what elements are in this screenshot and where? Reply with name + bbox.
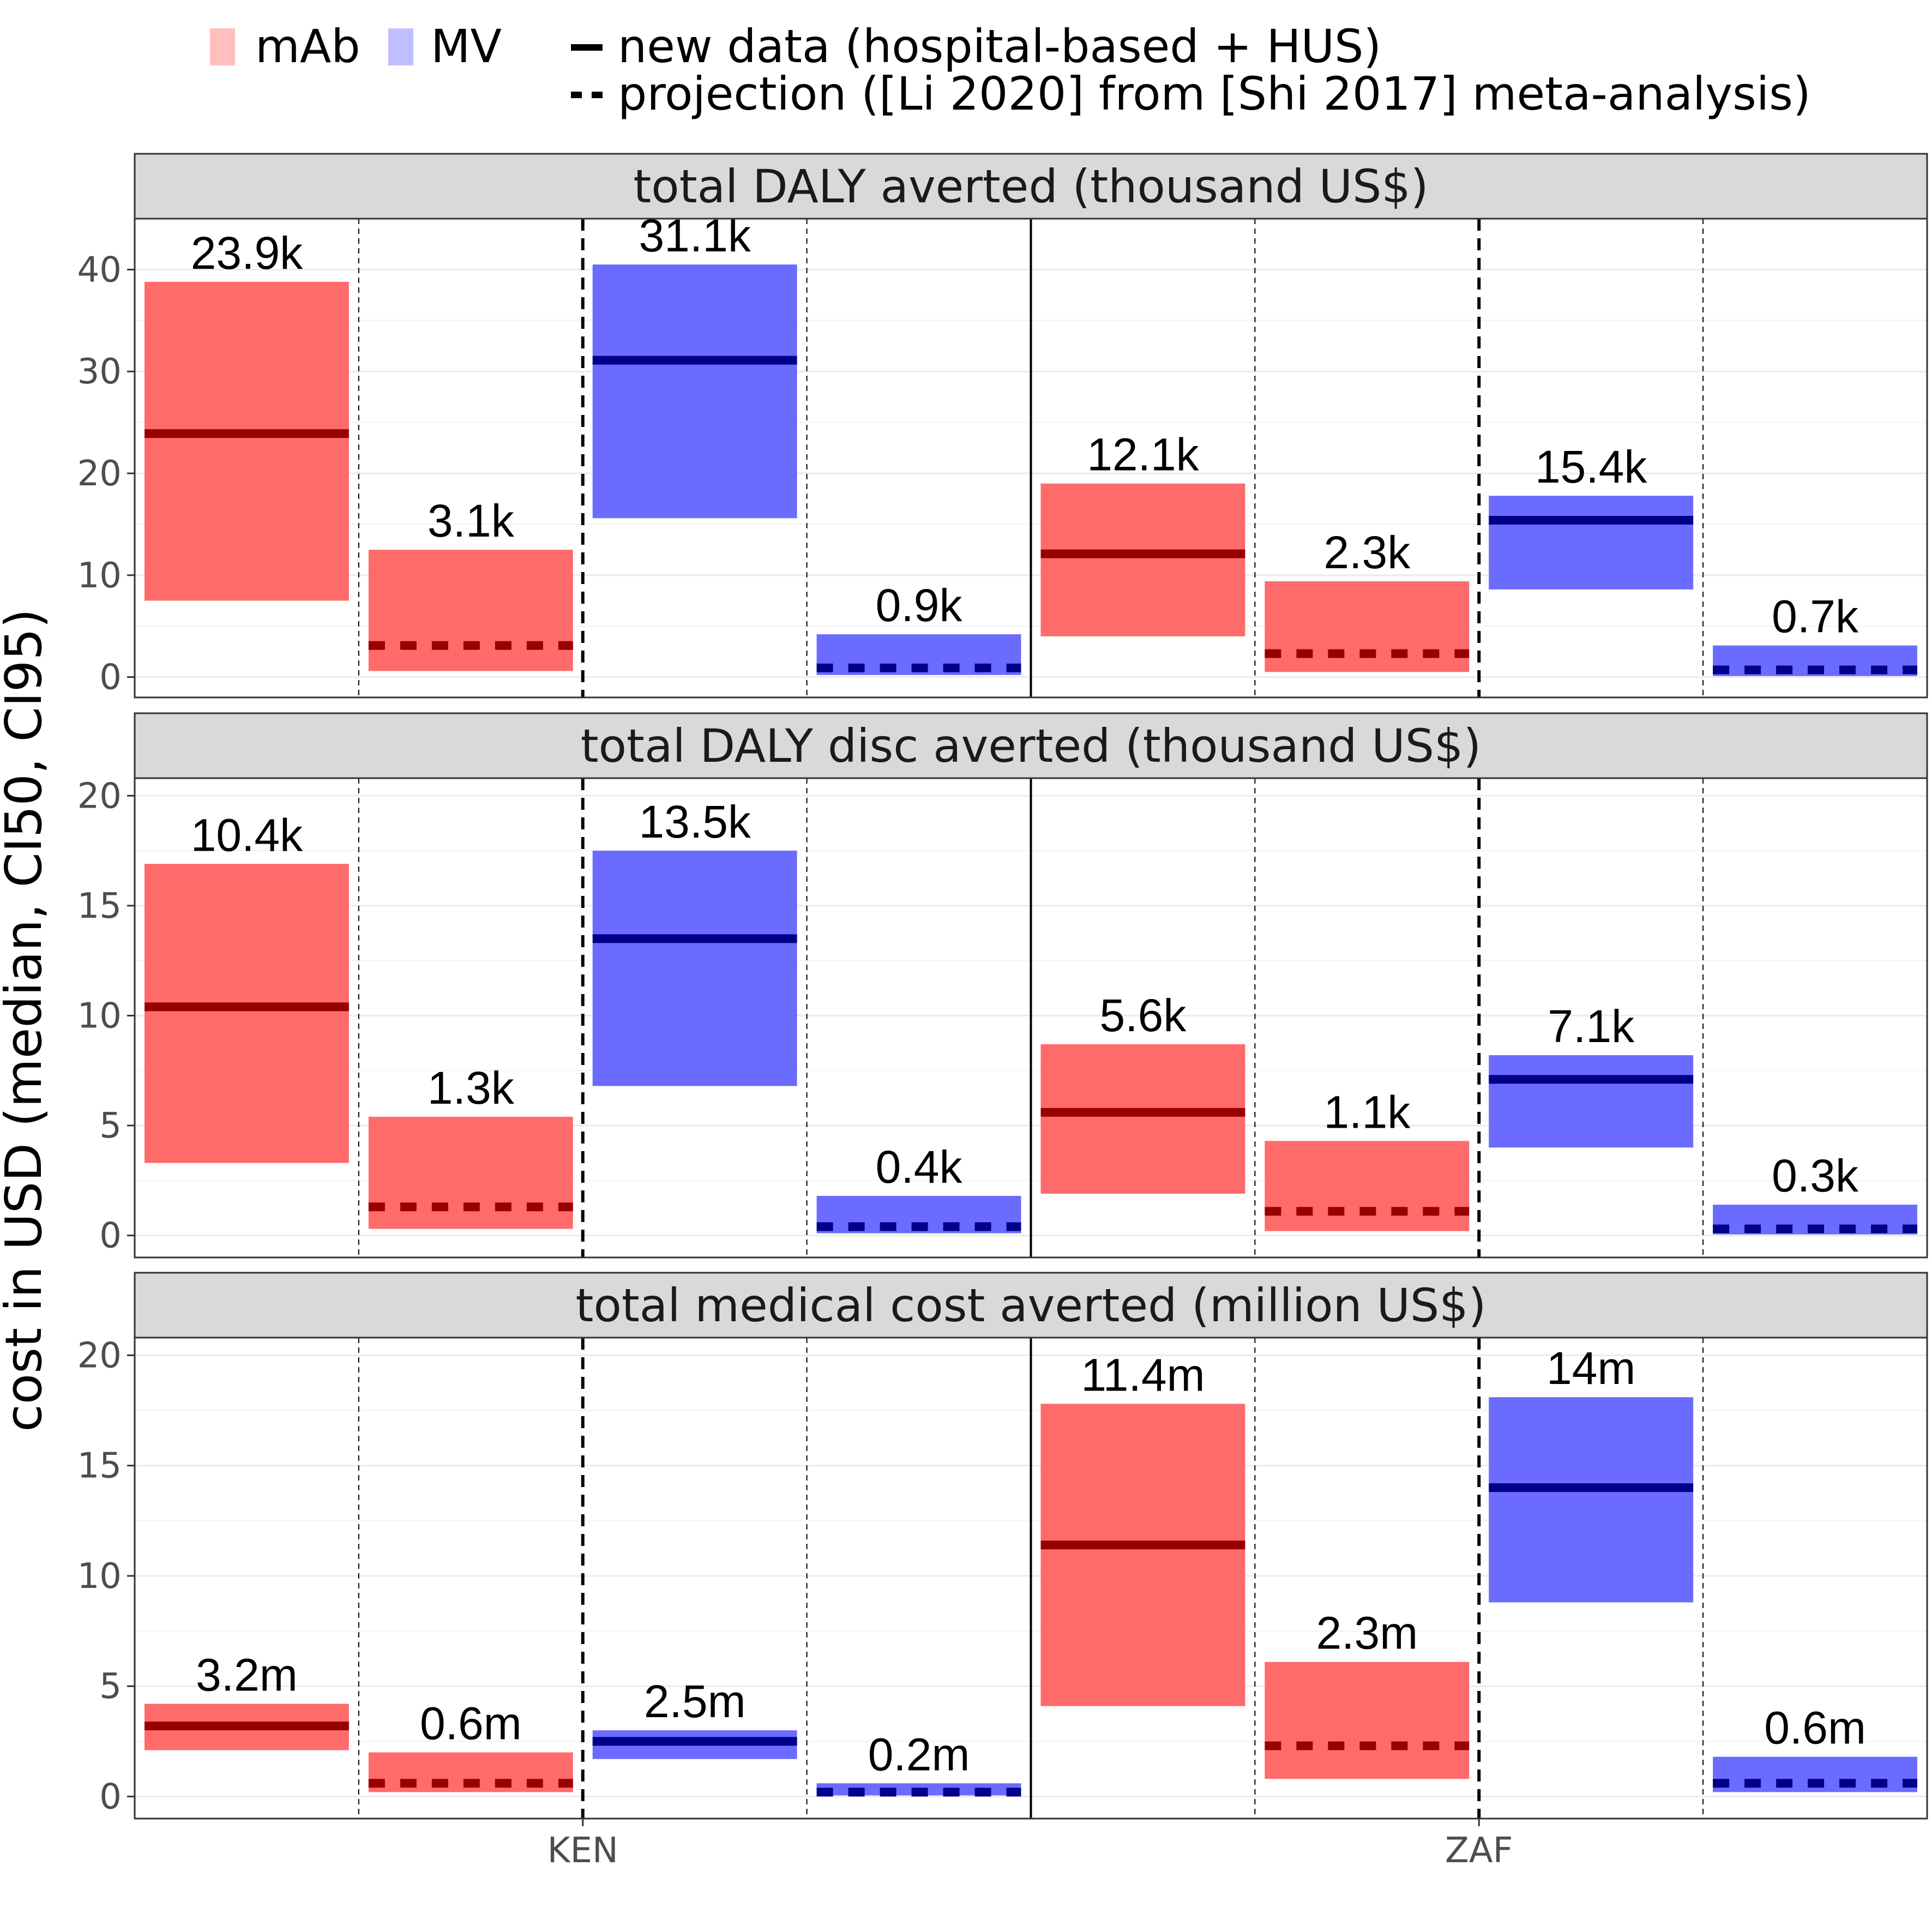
- bar-ken-mab-new-label: 10.4k: [191, 809, 303, 860]
- bar-ken-mv-new-label: 31.1k: [639, 210, 751, 261]
- y-tick-label: 5: [99, 1106, 122, 1146]
- bar-zaf-mab-proj-label: 2.3m: [1316, 1608, 1418, 1659]
- bar-zaf-mab-proj-label: 1.1k: [1323, 1086, 1411, 1137]
- bar-zaf-mab-proj-label: 2.3k: [1323, 527, 1411, 578]
- bar-ken-mv-proj-label: 0.9k: [876, 580, 963, 631]
- bar-zaf-mab-new-label: 11.4m: [1081, 1349, 1205, 1400]
- y-tick-label: 10: [77, 996, 122, 1036]
- panel-title: total DALY disc averted (thousand US$): [581, 719, 1482, 773]
- panel-1: total DALY averted (thousand US$) 0 10 20 30…: [77, 153, 1928, 699]
- bar-zaf-mab-new-interval: [1040, 1404, 1245, 1706]
- bar-ken-mv-proj-label: 0.4k: [876, 1141, 963, 1193]
- panel-title: total medical cost averted (million US$): [576, 1279, 1486, 1332]
- bar-zaf-mab-proj-interval: [1265, 1141, 1470, 1231]
- bar-ken-mv-proj-label: 0.2m: [868, 1729, 970, 1780]
- bar-ken-mab-proj-label: 3.1k: [428, 495, 515, 546]
- bar-zaf-mv-proj-label: 0.3k: [1772, 1150, 1859, 1201]
- bar-ken-mab-new-label: 3.2m: [196, 1650, 298, 1701]
- y-tick-label: 30: [77, 352, 122, 392]
- panel-strip: [134, 712, 1928, 779]
- bar-ken-mv-new-label: 13.5k: [639, 796, 751, 847]
- panel-title: total DALY averted (thousand US$): [633, 160, 1428, 213]
- legend-label-mAb: mAb: [255, 20, 360, 73]
- bar-zaf-mab-proj-interval: [1265, 581, 1470, 672]
- bar-ken-mab-new-interval: [145, 281, 349, 601]
- bar-zaf-mv-proj-label: 0.6m: [1764, 1702, 1866, 1754]
- y-tick-label: 20: [77, 776, 122, 816]
- bar-zaf-mab-new-interval: [1040, 1044, 1245, 1194]
- legend-key-MV: [388, 28, 413, 65]
- bar-zaf-mab-new-interval: [1040, 483, 1245, 636]
- bar-ken-mab-proj-label: 0.6m: [420, 1698, 522, 1749]
- y-tick-label: 15: [77, 886, 122, 926]
- y-tick-label: 10: [77, 556, 122, 596]
- y-tick-label: 20: [77, 1335, 122, 1376]
- panel-border: [134, 777, 1928, 1259]
- bar-zaf-mv-new-interval: [1489, 496, 1694, 589]
- bar-ken-mv-new-interval: [592, 264, 797, 519]
- bar-zaf-mv-new-interval: [1489, 1055, 1694, 1148]
- panel-border: [134, 218, 1928, 699]
- bar-zaf-mv-proj-label: 0.7k: [1772, 591, 1859, 642]
- bar-zaf-mab-new-label: 5.6k: [1100, 990, 1187, 1041]
- panel-strip: [134, 1272, 1928, 1339]
- panel-3: total medical cost averted (million US$)…: [77, 1272, 1928, 1871]
- y-tick-label: 0: [99, 1777, 122, 1817]
- y-tick-label: 15: [77, 1446, 122, 1486]
- y-axis-label: cost in USD (median, CI50, CI95): [0, 609, 53, 1432]
- panel-2: total DALY disc averted (thousand US$) 0 5…: [77, 712, 1928, 1259]
- bar-ken-mab-new-interval: [145, 864, 349, 1163]
- bar-ken-mab-proj-interval: [368, 1116, 573, 1229]
- y-tick-label: 10: [77, 1556, 122, 1597]
- bar-zaf-mv-new-label: 15.4k: [1535, 441, 1647, 492]
- y-tick-label: 5: [99, 1666, 122, 1707]
- legend-label-MV: MV: [431, 20, 502, 73]
- bar-ken-mv-new-interval: [592, 851, 797, 1086]
- y-tick-label: 0: [99, 658, 122, 698]
- bar-zaf-mab-new-label: 12.1k: [1087, 429, 1199, 480]
- legend-label-new-data: new data (hospital-based + HUS): [618, 20, 1381, 73]
- bar-ken-mab-new-label: 23.9k: [191, 227, 303, 279]
- bar-ken-mv-new-label: 2.5m: [644, 1676, 746, 1727]
- x-tick-label-zaf: ZAF: [1445, 1831, 1513, 1871]
- x-tick-label-ken: KEN: [547, 1831, 618, 1871]
- bar-ken-mab-proj-label: 1.3k: [428, 1062, 515, 1114]
- bar-zaf-mv-new-interval: [1489, 1397, 1694, 1603]
- panel-strip: [134, 153, 1928, 220]
- legend: mAb MV new data (hospital-based + HUS) p…: [210, 20, 1811, 121]
- panel-border: [134, 1337, 1928, 1820]
- bar-zaf-mv-new-label: 7.1k: [1548, 1001, 1635, 1052]
- bar-zaf-mab-proj-interval: [1265, 1662, 1470, 1779]
- legend-key-mAb: [210, 28, 235, 65]
- y-tick-label: 40: [77, 250, 122, 290]
- bar-zaf-mv-new-label: 14m: [1546, 1343, 1635, 1394]
- bar-ken-mab-proj-interval: [368, 550, 573, 671]
- y-tick-label: 20: [77, 454, 122, 494]
- y-tick-label: 0: [99, 1216, 122, 1256]
- legend-label-projection: projection ([Li 2020] from [Shi 2017] me…: [618, 67, 1811, 121]
